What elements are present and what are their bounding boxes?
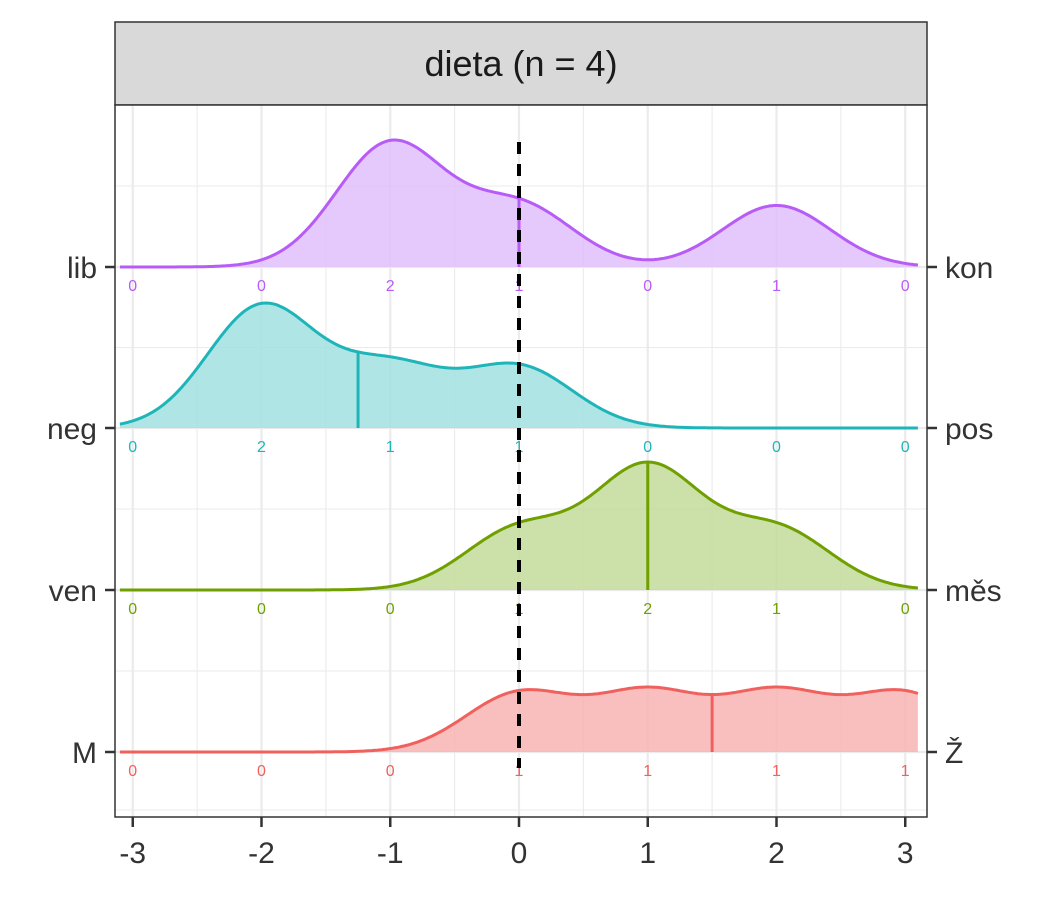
strip-background: [114, 21, 928, 106]
count-label: 0: [901, 601, 910, 618]
y-tick-label-right: pos: [945, 413, 993, 446]
plot-panel: 0021010021100000012100001111: [114, 104, 928, 818]
count-label: 0: [128, 278, 137, 295]
count-label: 2: [257, 439, 266, 456]
count-label: 0: [257, 763, 266, 780]
x-tick-label: 2: [768, 837, 785, 870]
y-tick-label-right: měs: [945, 575, 1002, 608]
count-label: 1: [643, 763, 652, 780]
y-tick-label-right: kon: [945, 252, 993, 285]
count-label: 1: [386, 439, 395, 456]
count-label: 0: [901, 278, 910, 295]
y-tick-label-left: M: [72, 737, 97, 770]
ridge-line: [119, 138, 919, 269]
count-label: 0: [257, 278, 266, 295]
x-tick-label: 1: [639, 837, 656, 870]
count-label: 0: [386, 763, 395, 780]
count-label: 1: [901, 763, 910, 780]
count-label: 0: [128, 601, 137, 618]
count-label: 1: [772, 278, 781, 295]
ridge-line: [119, 685, 919, 754]
count-label: 0: [128, 763, 137, 780]
count-label: 1: [515, 439, 524, 456]
x-tick-label: 3: [897, 837, 914, 870]
count-label: 0: [643, 439, 652, 456]
panel-strip: dieta (n = 4): [114, 21, 928, 106]
count-label: 0: [772, 439, 781, 456]
panel-title: dieta (n = 4): [424, 43, 617, 84]
count-label: 0: [128, 439, 137, 456]
x-tick-label: 0: [511, 837, 528, 870]
y-tick-label-left: neg: [47, 413, 97, 446]
count-label: 0: [386, 601, 395, 618]
y-tick-label-left: ven: [49, 575, 97, 608]
count-label: 2: [386, 278, 395, 295]
count-label: 1: [772, 601, 781, 618]
count-label: 0: [257, 601, 266, 618]
count-label: 0: [643, 278, 652, 295]
x-tick-label: -1: [377, 837, 404, 870]
count-label: 0: [901, 439, 910, 456]
count-label: 1: [772, 763, 781, 780]
count-label: 1: [515, 763, 524, 780]
count-label: 1: [515, 278, 524, 295]
axes: lib kon neg pos ven měs M Ž -3 -2 -1 0 1 2 3: [47, 252, 1002, 870]
x-tick-label: -2: [248, 837, 275, 870]
y-tick-label-left: lib: [67, 252, 97, 285]
y-tick-label-right: Ž: [945, 737, 963, 770]
panel-border: [114, 104, 928, 818]
count-label: 2: [643, 601, 652, 618]
x-tick-label: -3: [119, 837, 146, 870]
